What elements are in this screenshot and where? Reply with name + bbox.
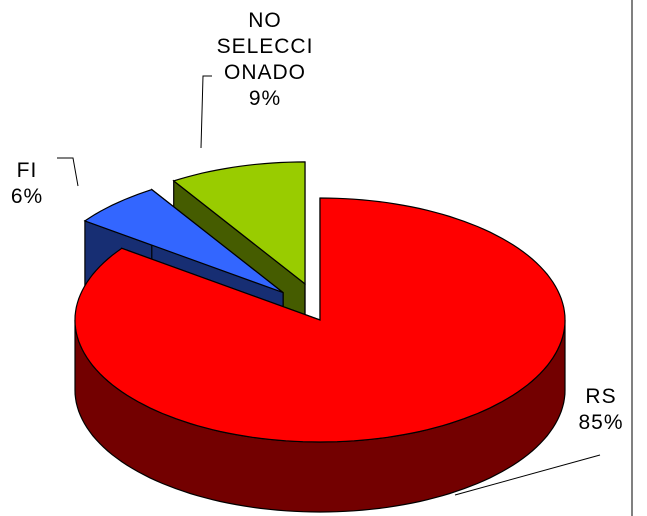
slice	[83, 188, 284, 294]
slice-value: 85%	[578, 411, 624, 434]
slice-label: RS 85%	[566, 384, 636, 436]
slice-name: FI	[16, 159, 38, 182]
slice-label: FI 6%	[2, 158, 52, 210]
slice	[172, 161, 306, 286]
leader-line	[57, 157, 79, 187]
slice-name: NO SELECCIONADO	[216, 9, 314, 84]
slice	[74, 197, 566, 443]
slice-label: NO SELECCIONADO 9%	[214, 8, 316, 112]
slice-name: RS	[585, 385, 617, 408]
leader-line	[200, 75, 212, 149]
slice-value: 6%	[10, 185, 44, 208]
slice-value: 9%	[248, 87, 282, 110]
leader-line	[454, 454, 601, 496]
pie	[74, 161, 566, 513]
